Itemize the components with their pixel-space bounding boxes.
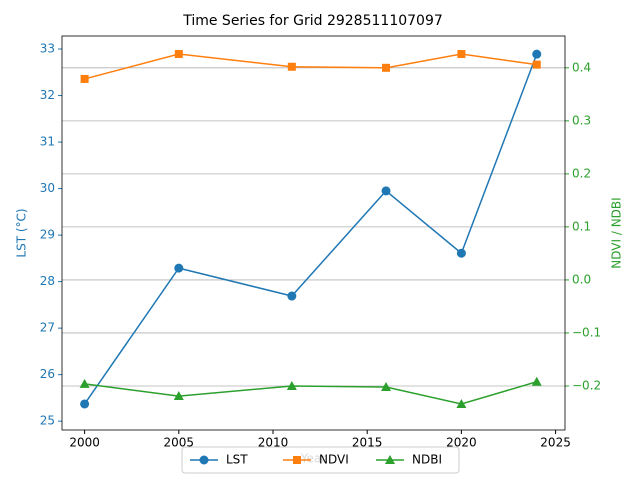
marker [293,456,301,464]
marker [173,391,184,401]
marker [532,49,542,59]
y2-tick-label: 0.0 [572,272,591,286]
x-tick-label: 2015 [352,436,383,450]
marker [385,455,395,464]
y2-tick-label: 0.2 [572,166,591,180]
series-line [84,381,537,405]
marker [287,291,297,301]
legend-label: LST [226,453,248,467]
y2-tick-label: 0.3 [572,113,591,127]
y-tick-label: 31 [40,135,55,149]
plot-frame [61,35,566,431]
marker [80,74,89,83]
y2-axis-label: NDVI / NDBI [610,197,624,268]
marker [174,263,184,273]
x-tick-label: 2000 [69,436,100,450]
series-line [83,53,538,405]
marker [456,399,467,409]
y-tick-label: 32 [40,88,55,102]
y-tick-label: 30 [40,181,55,195]
x-tick-label: 2020 [446,436,477,450]
y-tick-label: 28 [40,274,55,288]
x-tick-label: 2005 [164,436,195,450]
marker [381,186,391,196]
y2-tick-label: 0.1 [572,219,591,233]
y-tick-label: 29 [40,228,55,242]
x-tick-label: 2025 [540,436,571,450]
x-tick-label: 2010 [258,436,289,450]
y-axis-label: LST (°C) [15,208,29,257]
y-tick-label: 26 [40,367,55,381]
y2-tick-label: 0.4 [572,60,591,74]
legend-label: NDVI [319,453,349,467]
marker [532,60,541,69]
marker [286,380,297,390]
marker [456,248,466,258]
marker [79,378,90,388]
marker [174,50,183,59]
marker [381,382,392,392]
y2-tick-label: −0.1 [572,325,601,339]
marker [382,63,391,72]
legend-box [181,446,460,474]
marker [199,455,209,465]
y-tick-label: 33 [40,42,55,56]
y-tick-label: 27 [40,321,55,335]
legend-label: NDBI [412,453,442,467]
y2-tick-label: −0.2 [572,378,601,392]
series-line [84,53,537,80]
legend: LST NDVI NDBI [181,446,460,474]
y-tick-label: 25 [40,414,55,428]
marker [80,399,90,409]
marker [287,62,296,71]
marker [457,50,466,59]
chart-title: Time Series for Grid 2928511107097 [182,13,443,29]
marker [531,376,542,386]
